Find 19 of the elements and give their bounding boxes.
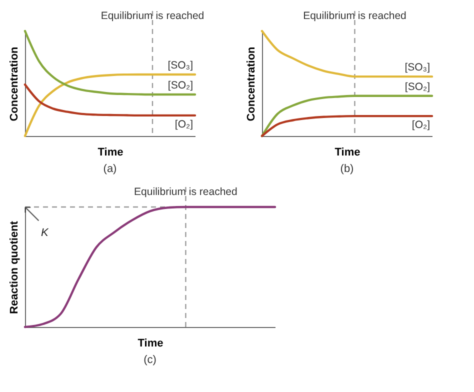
- series-label: [O₂]: [412, 119, 430, 132]
- x-axis-title: Time: [138, 338, 164, 350]
- x-axis-title: Time: [334, 146, 360, 158]
- series-label: [SO₂]: [404, 80, 430, 93]
- series-label: [SO₃]: [404, 62, 430, 74]
- text: Equilibrium is reached: [303, 10, 407, 22]
- text: (a): [103, 163, 117, 175]
- series-label: [SO₃]: [168, 59, 194, 72]
- y-axis-title: Concentration: [8, 46, 20, 122]
- series-label: [SO₂]: [168, 80, 194, 92]
- y-axis-title: Reaction quotient: [8, 220, 20, 314]
- series-label: [O₂]: [174, 118, 194, 130]
- text: Equilibrium is reached: [134, 186, 238, 198]
- x-axis-title: Time: [98, 146, 124, 158]
- text: Equilibrium is reached: [100, 10, 204, 22]
- text: (b): [340, 163, 354, 175]
- annotation: K: [41, 227, 49, 239]
- text: (c): [144, 354, 156, 366]
- y-axis-title: Concentration: [246, 46, 258, 122]
